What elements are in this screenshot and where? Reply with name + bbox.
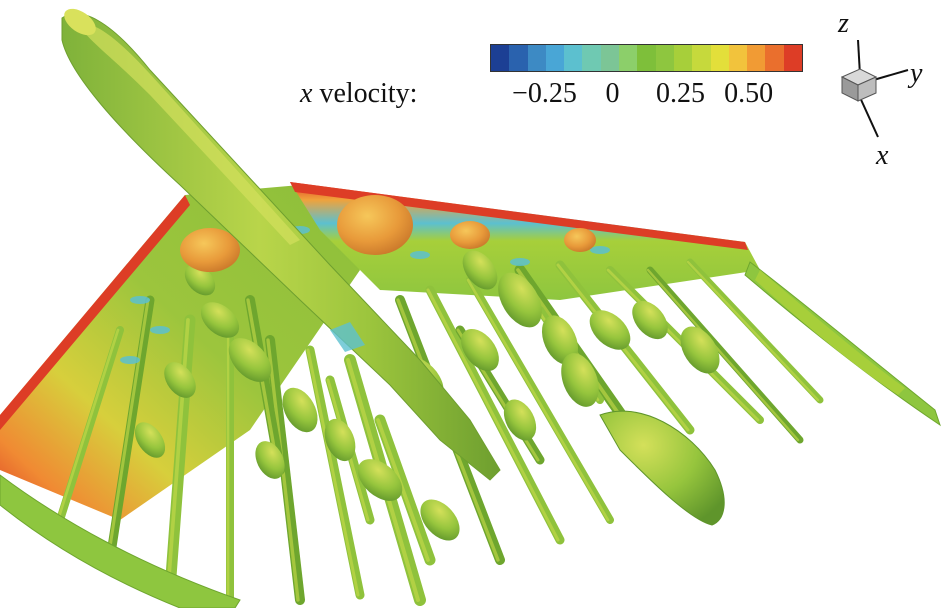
vortex-blob <box>200 302 240 338</box>
colorbar-segment <box>747 45 766 71</box>
x-axis-line <box>857 92 879 138</box>
vortex-streak <box>646 266 804 444</box>
vortex-streak-highlight <box>306 348 360 597</box>
colorbar-title: x velocity: <box>300 78 417 112</box>
colorbar-segment <box>619 45 638 71</box>
engine-pod <box>599 410 725 526</box>
vortex-streak <box>164 314 196 596</box>
vortex-blob <box>282 387 318 433</box>
colorbar-segment <box>728 45 748 71</box>
nose-tip <box>64 8 96 36</box>
vortex-blob <box>228 338 272 382</box>
vortex-streak-highlight <box>246 298 280 472</box>
vortex-streak-highlight <box>466 278 610 522</box>
reverse-flow-patch <box>130 296 150 304</box>
colorbar-segment <box>527 45 546 71</box>
vortex-blob <box>503 399 537 441</box>
reverse-flow-patch <box>510 258 530 266</box>
wingtip-vortex-left <box>0 474 241 608</box>
colorbar-segment <box>783 45 803 71</box>
axis-triad <box>840 39 909 138</box>
fuselage-cyan-patch <box>330 322 365 352</box>
colorbar-segment <box>710 45 729 71</box>
vortex-blob <box>324 418 356 462</box>
vortex-blob <box>680 326 720 374</box>
z-axis-label: z <box>838 8 849 39</box>
vortex-streak-highlight <box>166 318 190 592</box>
reverse-flow-patch <box>410 251 430 259</box>
vortex-blob <box>561 353 599 407</box>
right-wing-leading-edge <box>290 182 748 250</box>
colorbar-segment <box>564 45 583 71</box>
vortex-blob <box>589 310 631 350</box>
vortex-blob <box>462 250 498 290</box>
vortex-blob <box>357 459 403 501</box>
vortex-streak-highlight <box>376 418 430 562</box>
variable-name: velocity: <box>312 78 418 109</box>
colorbar-tick-label: −0.25 <box>512 78 577 109</box>
vortex-streak-highlight <box>426 288 560 542</box>
colorbar-tick-label: 0.25 <box>656 78 706 109</box>
left-wing-leading-edge <box>0 195 190 430</box>
reverse-flow-patch <box>590 246 610 254</box>
vortex-blob <box>461 328 499 372</box>
vortex-blob <box>498 272 542 328</box>
colorbar <box>490 44 803 72</box>
reverse-flow-patch <box>150 326 170 334</box>
colorbar-segment <box>692 45 711 71</box>
wingtip-vortex-right-2 <box>755 270 905 395</box>
vortex-streak <box>245 295 285 475</box>
colorbar-segment <box>545 45 565 71</box>
vortex-blob <box>420 499 460 541</box>
colorbar-segment <box>600 45 620 71</box>
vortex-blob <box>134 422 166 458</box>
vortex-blob <box>184 264 216 296</box>
orientation-cube-right <box>857 76 877 102</box>
separation-bubble <box>450 221 490 249</box>
vortex-streak <box>374 414 436 566</box>
vortex-streak-highlight <box>646 268 800 442</box>
variable-symbol: x <box>300 78 313 109</box>
vortex-blob <box>541 315 579 365</box>
vortex-streak <box>56 326 124 524</box>
vortex-streak-highlight <box>686 260 820 402</box>
vortex-blob <box>255 441 285 479</box>
vortex-streak <box>686 258 824 404</box>
vortex-isosurfaces <box>56 226 824 606</box>
vortex-blob <box>164 362 196 398</box>
colorbar-segment <box>765 45 784 71</box>
colorbar-tick-label: 0 <box>605 78 620 109</box>
fuselage <box>61 13 501 481</box>
y-axis-label: y <box>910 58 923 89</box>
colorbar-segment <box>491 45 510 71</box>
vortex-streak <box>105 295 155 565</box>
vortex-streak-highlight <box>106 298 150 562</box>
separation-bubble <box>564 228 596 252</box>
vortex-streak <box>466 276 614 524</box>
colorbar-tick-label: 0.50 <box>724 78 774 109</box>
fuselage-highlight <box>80 24 300 245</box>
colorbar-segment <box>637 45 656 71</box>
separation-bubble <box>180 228 240 272</box>
vortex-streak-highlight <box>56 328 120 522</box>
vortex-streak <box>305 345 365 600</box>
vortex-blob <box>632 300 668 340</box>
reverse-flow-patch <box>120 356 140 364</box>
separation-bubble <box>337 195 413 255</box>
colorbar-segment <box>582 45 601 71</box>
colorbar-segment <box>509 45 528 71</box>
vortex-streak <box>425 285 565 545</box>
x-axis-label: x <box>876 140 889 171</box>
colorbar-segment <box>673 45 693 71</box>
colorbar-segment <box>655 45 674 71</box>
